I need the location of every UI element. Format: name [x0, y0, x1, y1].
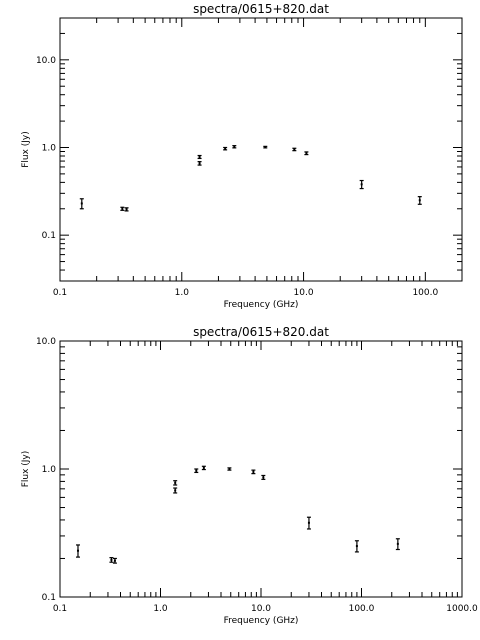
point-marker — [307, 521, 310, 524]
data-point — [232, 145, 237, 149]
y-tick-label: 1.0 — [42, 143, 57, 153]
data-point — [197, 154, 202, 160]
x-tick-label: 100.0 — [349, 604, 375, 614]
chart-panel-1: spectra/0615+820.dat Frequency (GHz) Flux … — [21, 2, 463, 310]
point-marker — [418, 199, 421, 202]
point-marker — [293, 148, 296, 151]
point-marker — [174, 489, 177, 492]
point-marker — [195, 469, 198, 472]
point-marker — [360, 183, 363, 186]
point-marker — [174, 481, 177, 484]
x-tick-label: 10.0 — [294, 288, 314, 298]
data-point — [197, 161, 202, 166]
point-marker — [113, 559, 116, 562]
x-tick-label: 10.0 — [251, 604, 271, 614]
y-tick-label: 0.1 — [42, 231, 56, 241]
x-tick-label: 1.0 — [153, 604, 168, 614]
data-point — [417, 196, 422, 205]
chart-title: spectra/0615+820.dat — [193, 2, 329, 16]
data-point — [112, 557, 117, 564]
point-marker — [355, 545, 358, 548]
y-tick-label: 10.0 — [36, 337, 56, 347]
chart-title: spectra/0615+820.dat — [193, 325, 329, 339]
y-tick-label: 1.0 — [42, 465, 57, 475]
point-marker — [125, 208, 128, 211]
point-marker — [76, 549, 79, 552]
data-point — [251, 469, 256, 475]
y-tick-label: 0.1 — [42, 593, 56, 603]
point-marker — [121, 207, 124, 210]
chart-panel-2: spectra/0615+820.dat Frequency (GHz) Flux … — [21, 325, 478, 626]
point-marker — [396, 542, 399, 545]
data-point — [79, 198, 84, 210]
point-marker — [252, 470, 255, 473]
point-marker — [224, 147, 227, 150]
point-marker — [305, 152, 308, 155]
data-point — [223, 146, 228, 151]
data-point — [354, 540, 359, 553]
data-point — [261, 474, 266, 480]
data-point — [395, 538, 400, 551]
data-point — [227, 467, 232, 471]
x-tick-label: 0.1 — [53, 288, 67, 298]
data-point — [201, 465, 206, 471]
x-axis-label: Frequency (GHz) — [224, 616, 299, 626]
x-tick-label: 1.0 — [175, 288, 190, 298]
y-axis-label: Flux (Jy) — [21, 131, 31, 168]
plot-frame — [59, 17, 463, 282]
point-marker — [228, 468, 231, 470]
x-axis-label: Frequency (GHz) — [224, 300, 299, 310]
data-point — [306, 516, 311, 530]
point-marker — [110, 558, 113, 561]
data-point — [75, 544, 80, 558]
data-point — [263, 145, 268, 149]
point-marker — [202, 466, 205, 469]
x-tick-label: 100.0 — [412, 288, 438, 298]
data-point — [359, 179, 364, 190]
point-marker — [80, 202, 83, 205]
data-point — [109, 557, 114, 563]
data-point — [194, 468, 199, 474]
x-tick-label: 1000.0 — [446, 604, 478, 614]
point-marker — [198, 162, 201, 165]
point-marker — [262, 476, 265, 479]
point-marker — [198, 155, 201, 158]
plot-frame — [59, 340, 463, 598]
data-point — [120, 206, 125, 211]
data-point — [304, 151, 309, 156]
data-point — [173, 487, 178, 494]
x-tick-label: 0.1 — [53, 604, 67, 614]
point-marker — [264, 146, 267, 149]
data-point — [173, 480, 178, 486]
y-tick-label: 10.0 — [36, 56, 56, 66]
data-point — [124, 207, 129, 212]
data-point — [292, 147, 297, 152]
point-marker — [233, 145, 236, 148]
y-axis-label: Flux (Jy) — [21, 451, 31, 488]
